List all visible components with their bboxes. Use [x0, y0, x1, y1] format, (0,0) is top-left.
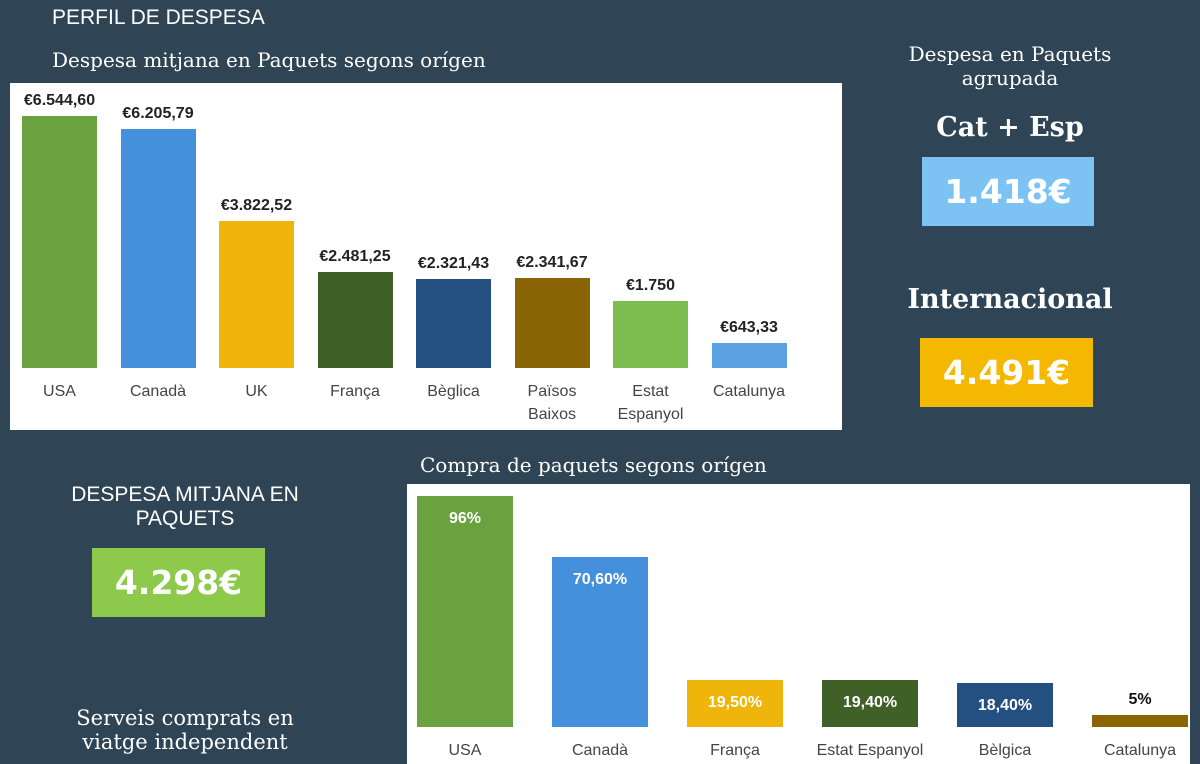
data-label: 96% [448, 510, 482, 527]
bar [711, 343, 787, 368]
chart-package-purchase: 96% USA 70,60% Canadà 19,50% França 19,40% Esta… [407, 484, 1190, 764]
avg-title: DESPESA MITJANA EN PAQUETS [71, 483, 299, 530]
data-label: €643,33 [720, 319, 778, 337]
x-tick-label: USA [448, 742, 482, 759]
x-tick-label: USA [43, 383, 76, 400]
x-tick-label: Catalunya [1103, 742, 1177, 759]
chart-average-spend: €6.544,60 USA €6.205,79 Canadà €3.822,52 UK €2… [10, 83, 842, 430]
x-tick-label: Estat Espanyol [816, 742, 924, 759]
data-label: 19,50% [707, 694, 763, 712]
bar [219, 220, 294, 368]
x-tick-label: Bèlgica [978, 742, 1032, 759]
x-tick-label: Estat Espanyol [617, 383, 684, 423]
bar [22, 116, 97, 368]
services-title: Serveis comprats en viatge independent [76, 706, 294, 754]
x-tick-label: Catalunya [712, 383, 786, 400]
x-tick-label: França [330, 383, 380, 400]
bar [417, 496, 513, 727]
data-label: €2.321,43 [417, 254, 490, 272]
x-tick-label: Canadà [129, 383, 187, 400]
cat-esp-value: 1.418€ [922, 157, 1094, 226]
bar [613, 300, 688, 368]
bar [317, 272, 393, 368]
bar [1092, 714, 1188, 727]
data-label: 5% [1128, 690, 1152, 708]
x-tick-label: Canadà [571, 742, 629, 759]
x-tick-label: UK [245, 383, 268, 400]
page-title: PERFIL DE DESPESA [52, 6, 265, 29]
data-label: €1.750 [626, 276, 675, 294]
intl-value: 4.491€ [920, 338, 1093, 407]
chart1-title: Despesa mitjana en Paquets segons orígen [52, 48, 486, 72]
data-label: €3.822,52 [220, 196, 293, 214]
chart2-title: Compra de paquets segons orígen [420, 453, 767, 477]
bar [514, 277, 590, 368]
data-label: €6.544,60 [23, 92, 96, 109]
bar [687, 680, 783, 727]
cat-esp-label: Cat + Esp [936, 112, 1084, 143]
data-label: 19,40% [842, 694, 898, 712]
data-label: 70,60% [572, 571, 628, 589]
data-label: €2.481,25 [319, 248, 391, 266]
data-label: €2.341,67 [516, 253, 588, 271]
bar [822, 680, 918, 727]
intl-label: Internacional [907, 284, 1113, 315]
avg-value: 4.298€ [92, 548, 265, 617]
x-tick-label: França [710, 742, 760, 759]
x-tick-label: Països Baixos [527, 383, 577, 423]
bar [120, 129, 196, 368]
data-label: 18,40% [977, 696, 1033, 714]
bar [957, 682, 1053, 727]
bar [416, 278, 491, 368]
grouped-title: Despesa en Paquets agrupada [908, 42, 1112, 90]
data-label: €6.205,79 [122, 105, 194, 123]
bar [552, 557, 648, 727]
x-tick-label: Bèglica [427, 383, 480, 400]
